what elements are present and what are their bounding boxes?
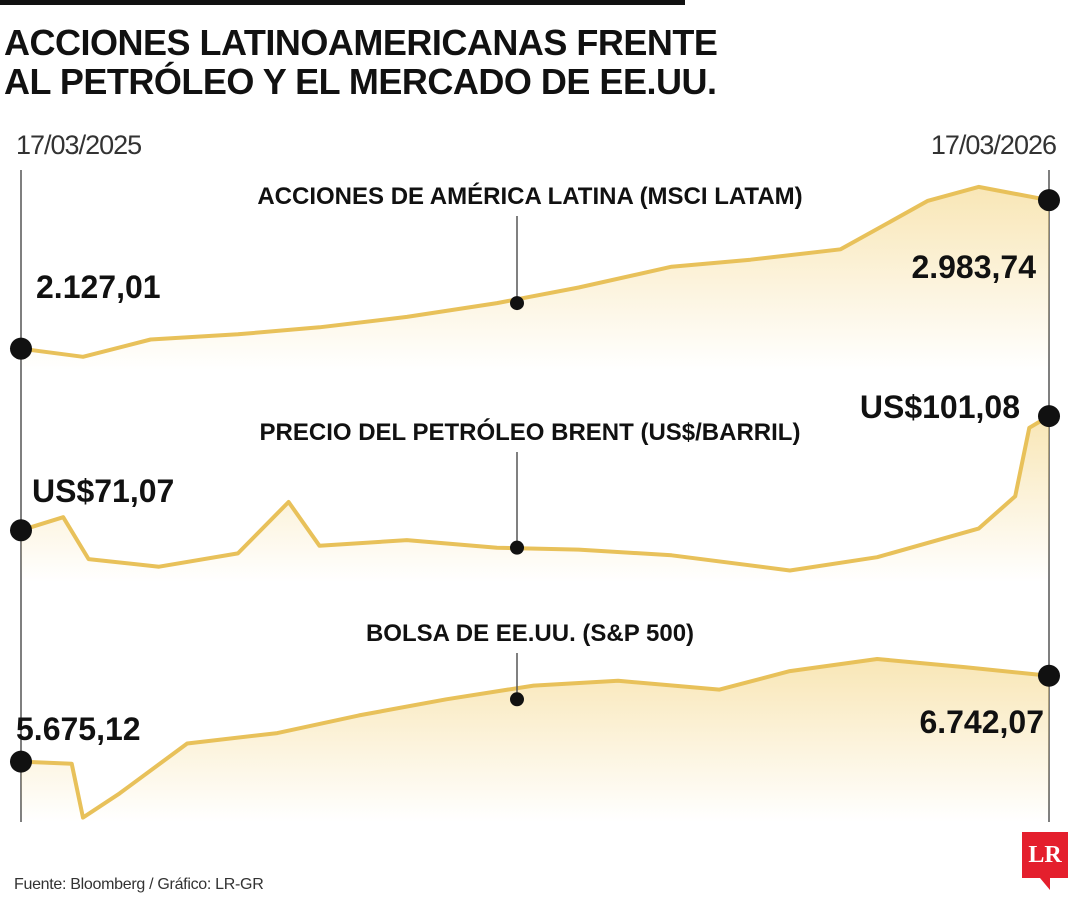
end-value-label: 2.983,74 <box>911 249 1036 285</box>
midpoint-marker <box>510 692 524 707</box>
start-point-marker <box>10 750 32 773</box>
series-line <box>20 414 1051 573</box>
series-group: ACCIONES DE AMÉRICA LATINA (MSCI LATAM) 2… <box>10 182 1060 370</box>
start-value-label: US$71,07 <box>32 473 174 509</box>
end-value-label: US$101,08 <box>860 389 1020 425</box>
series-title: ACCIONES DE AMÉRICA LATINA (MSCI LATAM) <box>257 182 802 210</box>
chart-title-line-1: ACCIONES LATINOAMERICANAS FRENTE <box>4 22 718 63</box>
end-point-marker <box>1038 189 1060 212</box>
series-line <box>20 184 1050 359</box>
midpoint-marker <box>510 540 524 555</box>
start-value-label: 5.675,12 <box>16 711 141 747</box>
series-group: BOLSA DE EE.UU. (S&P 500) 5.675,12 6.742,0… <box>10 620 1060 822</box>
series-area <box>21 186 1049 370</box>
start-value-label: 2.127,01 <box>36 269 161 305</box>
lr-logo: LR <box>1022 832 1068 878</box>
midpoint-marker <box>510 296 524 311</box>
chart-title-line-2: AL PETRÓLEO Y EL MERCADO DE EE.UU. <box>4 61 717 102</box>
series-group: PRECIO DEL PETRÓLEO BRENT (US$/BARRIL) US… <box>10 389 1060 582</box>
end-date-label: 17/03/2026 <box>930 130 1057 160</box>
lr-logo-tail <box>1040 878 1050 890</box>
series-title: PRECIO DEL PETRÓLEO BRENT (US$/BARRIL) <box>260 418 801 446</box>
start-point-marker <box>10 519 32 542</box>
end-point-marker <box>1038 405 1060 428</box>
series-title: BOLSA DE EE.UU. (S&P 500) <box>366 620 694 647</box>
end-value-label: 6.742,07 <box>919 704 1044 740</box>
end-point-marker <box>1038 664 1060 687</box>
series-area <box>21 416 1049 582</box>
top-rule <box>0 0 685 5</box>
series-layer: ACCIONES DE AMÉRICA LATINA (MSCI LATAM) 2… <box>10 182 1060 822</box>
series-line <box>20 657 1050 820</box>
series-area <box>21 659 1049 822</box>
start-date-label: 17/03/2025 <box>16 130 142 160</box>
start-point-marker <box>10 337 32 360</box>
source-note: Fuente: Bloomberg / Gráfico: LR-GR <box>14 876 264 893</box>
